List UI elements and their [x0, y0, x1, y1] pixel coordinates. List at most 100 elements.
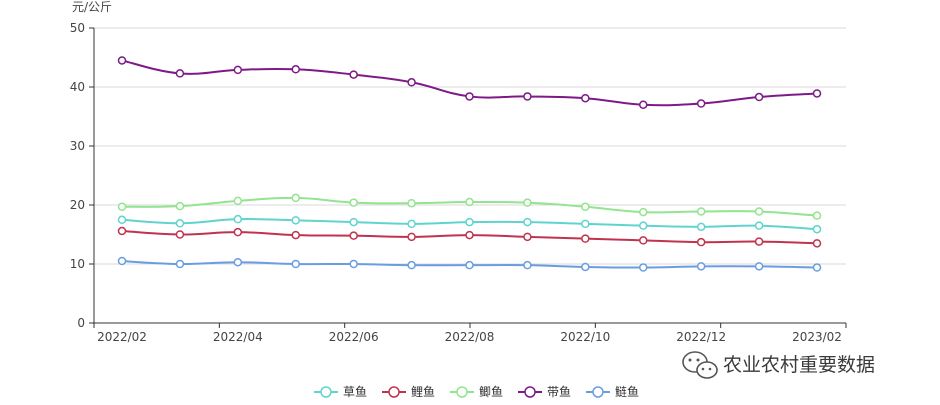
y-tick-label: 40	[70, 80, 85, 94]
series-2	[117, 193, 822, 220]
data-point[interactable]	[639, 236, 648, 245]
data-point[interactable]	[581, 262, 590, 272]
legend-marker-swatch	[320, 386, 332, 398]
legend-label: 鲢鱼	[615, 384, 639, 399]
series-1	[117, 226, 822, 248]
data-point[interactable]	[696, 237, 706, 247]
y-tick-label: 50	[70, 21, 85, 35]
x-tick-label: 2022/10	[560, 330, 610, 344]
y-tick-label: 10	[70, 257, 85, 271]
legend-marker-swatch	[524, 386, 536, 398]
data-point[interactable]	[407, 198, 416, 208]
data-point[interactable]	[233, 214, 243, 224]
legend-marker-swatch	[592, 386, 604, 398]
data-point[interactable]	[175, 201, 185, 211]
data-point[interactable]	[117, 256, 127, 266]
data-point[interactable]	[639, 100, 648, 109]
data-point[interactable]	[754, 262, 764, 271]
data-point[interactable]	[117, 226, 127, 236]
data-point[interactable]	[754, 207, 764, 216]
data-point[interactable]	[291, 65, 300, 74]
data-point[interactable]	[175, 69, 185, 78]
data-point[interactable]	[233, 257, 243, 267]
data-point[interactable]	[754, 92, 764, 102]
data-point[interactable]	[812, 224, 822, 234]
data-point[interactable]	[523, 198, 532, 207]
data-point[interactable]	[523, 217, 532, 227]
y-tick-label: 20	[70, 198, 85, 212]
data-point[interactable]	[812, 239, 822, 248]
data-point[interactable]	[696, 207, 706, 216]
data-point[interactable]	[117, 202, 127, 212]
data-point[interactable]	[175, 230, 185, 239]
data-point[interactable]	[523, 260, 532, 270]
data-point[interactable]	[581, 234, 590, 243]
data-point[interactable]	[407, 260, 416, 270]
data-point[interactable]	[812, 89, 822, 98]
data-point[interactable]	[117, 56, 127, 65]
legend-label: 草鱼	[343, 385, 367, 399]
x-tick-label: 2022/12	[676, 330, 726, 344]
data-point[interactable]	[465, 260, 474, 270]
data-point[interactable]	[291, 230, 300, 240]
legend-item[interactable]: 鲢鱼	[586, 384, 639, 399]
data-point[interactable]	[581, 202, 590, 212]
data-point[interactable]	[581, 219, 590, 229]
data-point[interactable]	[696, 99, 706, 108]
data-point[interactable]	[639, 263, 648, 272]
data-point[interactable]	[465, 217, 474, 227]
legend-item[interactable]: 鲤鱼	[382, 385, 435, 399]
data-point[interactable]	[407, 78, 416, 87]
data-point[interactable]	[754, 237, 764, 246]
data-point[interactable]	[812, 211, 822, 220]
y-tick-label: 30	[70, 139, 85, 153]
data-point[interactable]	[349, 231, 358, 240]
data-point[interactable]	[349, 259, 358, 269]
x-tick-label: 2022/02	[97, 330, 147, 344]
legend-label: 带鱼	[547, 385, 571, 399]
y-axis-label: 元/公斤	[72, 0, 112, 14]
legend-item[interactable]: 鲫鱼	[450, 385, 503, 399]
data-point[interactable]	[523, 92, 532, 101]
legend-item[interactable]: 带鱼	[518, 385, 571, 399]
data-point[interactable]	[349, 217, 358, 227]
data-point[interactable]	[117, 215, 127, 224]
data-point[interactable]	[696, 262, 706, 271]
series-3	[117, 56, 822, 109]
x-tick-label: 2022/06	[329, 330, 379, 344]
series-layer	[117, 56, 822, 272]
data-point[interactable]	[407, 232, 416, 242]
legend-item[interactable]: 草鱼	[314, 385, 367, 399]
data-point[interactable]	[639, 221, 648, 230]
data-point[interactable]	[812, 263, 822, 272]
gridlines	[94, 27, 846, 265]
data-point[interactable]	[291, 216, 300, 225]
data-point[interactable]	[407, 219, 416, 229]
data-point[interactable]	[349, 198, 358, 207]
data-point[interactable]	[465, 197, 474, 207]
x-tick-label: 2022/08	[445, 330, 495, 344]
data-point[interactable]	[581, 93, 590, 103]
series-4	[117, 256, 822, 272]
legend-marker-swatch	[388, 386, 400, 398]
data-point[interactable]	[233, 65, 243, 75]
data-point[interactable]	[465, 92, 474, 101]
data-point[interactable]	[233, 196, 243, 206]
data-point[interactable]	[523, 232, 532, 242]
data-point[interactable]	[696, 222, 706, 232]
y-tick-label: 0	[77, 316, 85, 330]
wechat-icon	[682, 351, 718, 379]
watermark-text: 农业农村重要数据	[723, 354, 875, 376]
data-point[interactable]	[754, 221, 764, 230]
data-point[interactable]	[465, 230, 474, 240]
data-point[interactable]	[291, 193, 300, 203]
data-point[interactable]	[349, 70, 358, 79]
x-tick-label: 2023/02	[792, 330, 842, 344]
data-point[interactable]	[291, 259, 300, 269]
data-point[interactable]	[639, 207, 648, 217]
data-point[interactable]	[233, 227, 243, 237]
data-point[interactable]	[175, 219, 185, 228]
data-point[interactable]	[175, 259, 185, 269]
axes: 0 10 20 30 40 50 2022/02 2022/04 2022/06 2022/08 2…	[70, 21, 847, 344]
